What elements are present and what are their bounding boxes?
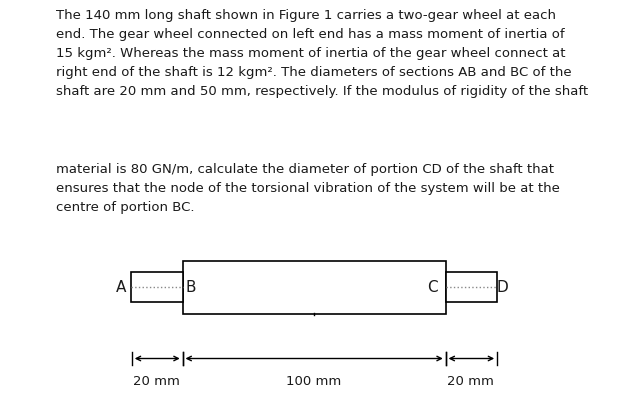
Text: A: A	[116, 280, 126, 295]
Text: right end of the shaft is 12 kgm². The diameters of sections AB and BC of the: right end of the shaft is 12 kgm². The d…	[56, 66, 571, 79]
Text: C: C	[426, 280, 438, 295]
Text: ensures that the node of the torsional vibration of the system will be at the: ensures that the node of the torsional v…	[56, 182, 560, 195]
Text: 100 mm: 100 mm	[286, 375, 342, 388]
Text: 20 mm: 20 mm	[447, 375, 494, 388]
Text: centre of portion BC.: centre of portion BC.	[56, 201, 194, 214]
Bar	[131, 272, 183, 302]
Text: material is 80 GN/m, calculate the diameter of portion CD of the shaft that: material is 80 GN/m, calculate the diame…	[56, 163, 554, 176]
Text: 20 mm: 20 mm	[132, 375, 180, 388]
Bar	[446, 272, 497, 302]
Text: shaft are 20 mm and 50 mm, respectively. If the modulus of rigidity of the shaft: shaft are 20 mm and 50 mm, respectively.…	[56, 85, 588, 98]
Text: The 140 mm long shaft shown in Figure 1 carries a two-gear wheel at each: The 140 mm long shaft shown in Figure 1 …	[56, 9, 556, 22]
Text: B: B	[186, 280, 196, 295]
Text: 15 kgm². Whereas the mass moment of inertia of the gear wheel connect at: 15 kgm². Whereas the mass moment of iner…	[56, 47, 565, 60]
Text: D: D	[497, 280, 508, 295]
Bar	[183, 261, 446, 314]
Text: end. The gear wheel connected on left end has a mass moment of inertia of: end. The gear wheel connected on left en…	[56, 28, 565, 41]
